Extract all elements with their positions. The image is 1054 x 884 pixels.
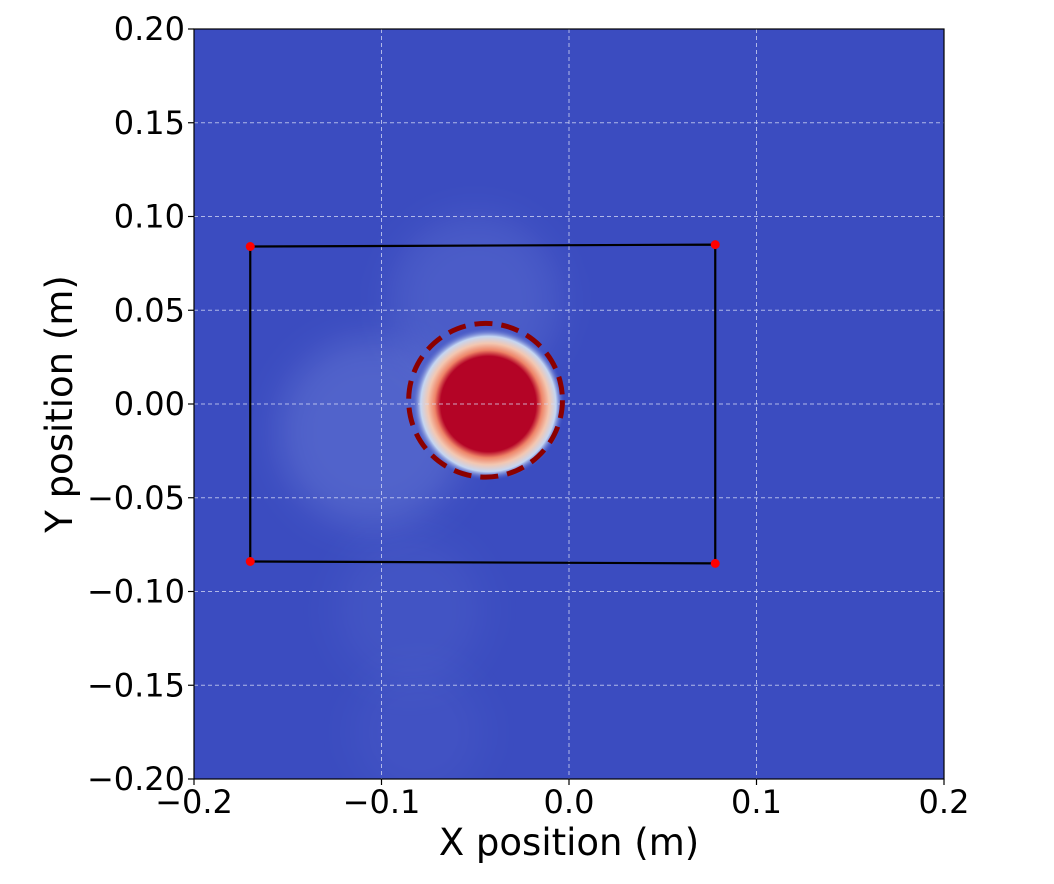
y-tick-label-7: 0.15: [114, 104, 185, 142]
x-tick-label-0: −0.2: [155, 783, 233, 821]
x-tick-label-2: 0.0: [544, 783, 595, 821]
y-tick-label-3: −0.05: [87, 479, 185, 517]
corner-marker-1: [710, 240, 720, 250]
x-axis-label: X position (m): [439, 821, 699, 864]
corner-marker-0: [245, 242, 255, 251]
y-tick-label-6: 0.10: [114, 198, 185, 236]
y-tick-label-5: 0.05: [114, 291, 185, 329]
overlay-layer: [245, 240, 720, 568]
y-axis-ticks: −0.20 −0.15 −0.10 −0.05 0.00 0.05 0.10 0.15 0.20: [87, 10, 194, 798]
corner-marker-2: [710, 558, 720, 568]
x-axis-ticks: −0.2 −0.1 0.0 0.1 0.2: [155, 779, 969, 821]
x-tick-label-1: −0.1: [343, 783, 421, 821]
faint-blob-2: [334, 535, 485, 686]
y-tick-label-0: −0.20: [87, 760, 185, 798]
dashed-circle: [406, 320, 565, 480]
y-tick-label-4: 0.00: [114, 385, 185, 423]
x-tick-label-3: 0.1: [731, 783, 782, 821]
y-tick-label-8: 0.20: [114, 10, 185, 48]
y-tick-label-2: −0.10: [87, 573, 185, 611]
y-axis-label: Y position (m): [38, 275, 81, 534]
y-tick-label-1: −0.15: [87, 666, 185, 704]
corner-marker-3: [245, 557, 255, 566]
faint-blob-3: [353, 666, 485, 779]
x-tick-label-4: 0.2: [919, 783, 970, 821]
